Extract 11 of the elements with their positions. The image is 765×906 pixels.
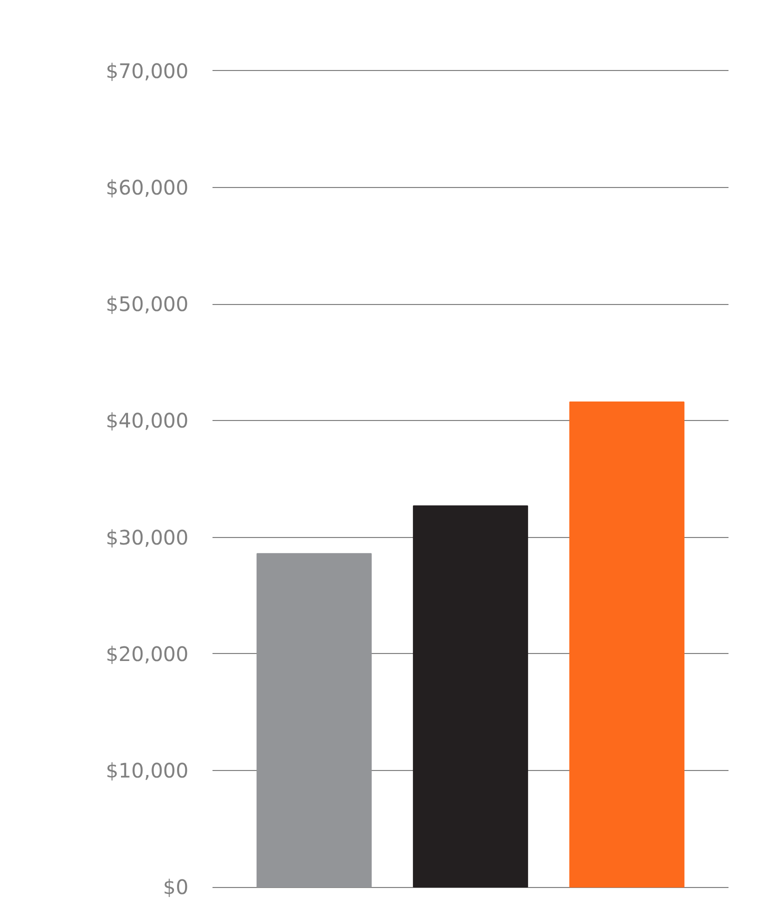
y-tick-label: $10,000 — [106, 758, 189, 782]
y-tick-label: $20,000 — [106, 642, 189, 666]
y-tick-label: $70,000 — [106, 58, 189, 83]
bar — [256, 553, 372, 888]
y-tick-label: $40,000 — [106, 408, 189, 433]
bar — [569, 402, 684, 888]
y-tick-label: $0 — [163, 875, 189, 900]
y-tick-label: $60,000 — [106, 176, 189, 200]
y-tick-label: $30,000 — [106, 525, 189, 550]
y-tick-label: $50,000 — [106, 292, 189, 316]
bar — [412, 505, 528, 888]
